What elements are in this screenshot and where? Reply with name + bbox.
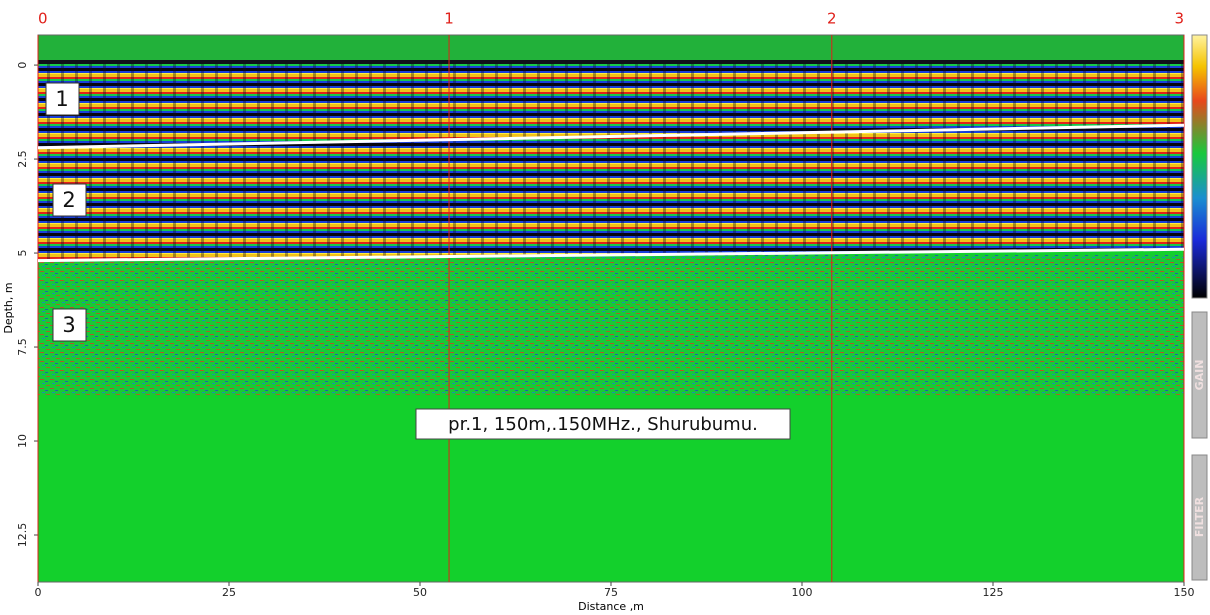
y-tick-label: 7.5 bbox=[16, 338, 29, 356]
layer-label-box bbox=[52, 183, 87, 217]
marker-label: 0 bbox=[38, 10, 48, 28]
x-tick-label: 150 bbox=[1174, 586, 1195, 599]
y-tick-label: 0 bbox=[16, 62, 29, 69]
annotation-box bbox=[415, 408, 791, 440]
layer-boundary bbox=[37, 247, 1185, 263]
y-tick-label: 12.5 bbox=[16, 523, 29, 548]
y-axis-label: Depth, m bbox=[2, 282, 15, 333]
y-tick-label: 2.5 bbox=[16, 150, 29, 168]
layer-label: 3 bbox=[62, 313, 75, 337]
filter-button[interactable] bbox=[1191, 454, 1208, 581]
x-tick-label: 0 bbox=[35, 586, 42, 599]
x-tick-label: 75 bbox=[604, 586, 618, 599]
annotation: pr.1, 150m,.150MHz., Shurubumu. bbox=[448, 414, 758, 435]
color-bar bbox=[1191, 34, 1208, 299]
marker-label: 1 bbox=[444, 10, 454, 28]
y-tick-label: 10 bbox=[16, 434, 29, 448]
x-tick-label: 25 bbox=[222, 586, 236, 599]
x-axis-label: Distance ,m bbox=[578, 600, 644, 613]
gain-button[interactable] bbox=[1191, 311, 1208, 439]
marker-label: 2 bbox=[827, 10, 837, 28]
reflection-zone bbox=[38, 62, 1184, 262]
noise-zone bbox=[38, 255, 1184, 395]
x-tick-label: 50 bbox=[413, 586, 427, 599]
surface-line bbox=[38, 60, 1184, 64]
layer-label: 1 bbox=[55, 87, 68, 111]
x-tick-label: 125 bbox=[983, 586, 1004, 599]
layer-label-box bbox=[45, 82, 80, 116]
marker-label: 3 bbox=[1174, 10, 1184, 28]
layer-boundary bbox=[37, 123, 1185, 150]
button-label[interactable]: GAIN bbox=[1193, 360, 1206, 391]
layer-label-box bbox=[52, 308, 87, 342]
x-tick-label: 100 bbox=[792, 586, 813, 599]
y-tick-label: 5 bbox=[16, 250, 29, 257]
layer-label: 2 bbox=[62, 188, 75, 212]
button-label[interactable]: FILTER bbox=[1193, 496, 1206, 537]
